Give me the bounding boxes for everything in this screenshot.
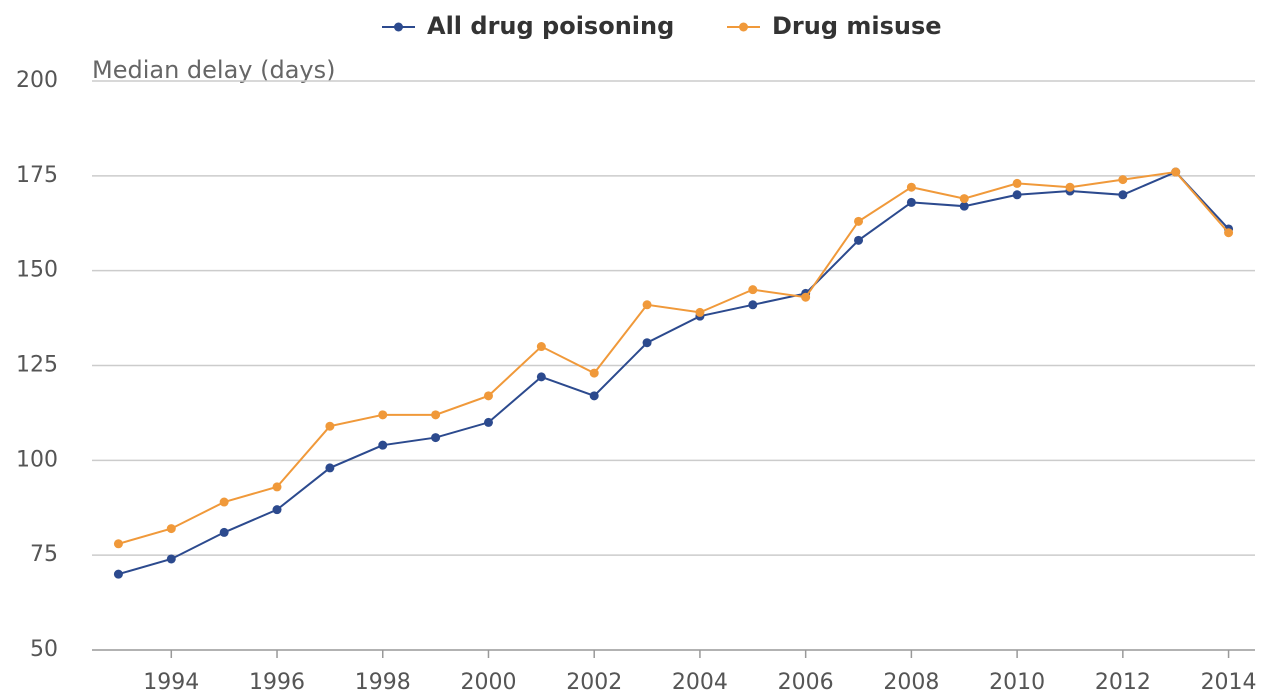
data-point — [1118, 190, 1128, 200]
data-point — [1012, 178, 1022, 188]
y-tick-label: 150 — [16, 258, 58, 283]
legend-label: All drug poisoning — [427, 12, 674, 40]
data-point — [854, 216, 864, 226]
x-tick-label: 2006 — [778, 670, 834, 691]
data-point — [378, 440, 388, 450]
x-tick-label: 1996 — [249, 670, 305, 691]
x-tick-label: 2010 — [989, 670, 1045, 691]
series-line — [118, 170, 1230, 545]
data-point — [906, 182, 916, 192]
data-point — [113, 569, 123, 579]
data-point — [219, 497, 229, 507]
data-point — [536, 372, 546, 382]
data-point — [748, 285, 758, 295]
data-point — [483, 417, 493, 427]
data-point — [959, 201, 969, 211]
y-tick-label: 200 — [16, 68, 58, 93]
x-tick-label: 1994 — [143, 670, 199, 691]
legend-marker — [394, 22, 403, 32]
data-point — [589, 391, 599, 401]
data-point — [166, 524, 176, 534]
data-point — [219, 527, 229, 537]
data-point — [1012, 190, 1022, 200]
legend-marker — [739, 22, 748, 32]
y-axis-label: Median delay (days) — [92, 56, 336, 84]
data-point — [378, 410, 388, 420]
data-point — [589, 368, 599, 378]
data-point — [695, 307, 705, 317]
data-point — [959, 194, 969, 204]
data-point — [801, 292, 811, 302]
data-point — [1171, 167, 1181, 177]
x-tick-label: 2000 — [460, 670, 516, 691]
data-point — [854, 235, 864, 245]
series-line — [118, 170, 1230, 576]
data-point — [325, 421, 335, 431]
data-point — [431, 410, 441, 420]
data-point — [642, 338, 652, 348]
data-point — [536, 342, 546, 352]
data-point — [906, 197, 916, 207]
y-tick-label: 100 — [16, 447, 58, 472]
data-point — [166, 554, 176, 564]
data-point — [325, 463, 335, 473]
legend-label: Drug misuse — [772, 12, 942, 40]
data-point — [272, 505, 282, 515]
data-point — [272, 482, 282, 492]
x-tick-label: 2002 — [566, 670, 622, 691]
x-tick-label: 2008 — [883, 670, 939, 691]
data-point — [1118, 175, 1128, 185]
data-point — [431, 433, 441, 443]
x-tick-label: 1998 — [355, 670, 411, 691]
data-point — [1065, 182, 1075, 192]
y-tick-label: 125 — [16, 353, 58, 378]
x-tick-label: 2012 — [1095, 670, 1151, 691]
data-point — [1224, 228, 1234, 238]
data-point — [642, 300, 652, 310]
x-tick-label: 2004 — [672, 670, 728, 691]
data-point — [748, 300, 758, 310]
y-tick-label: 75 — [30, 542, 58, 567]
x-tick-label: 2014 — [1201, 670, 1257, 691]
y-tick-label: 50 — [30, 637, 58, 662]
y-tick-label: 175 — [16, 163, 58, 188]
data-point — [113, 539, 123, 549]
data-point — [483, 391, 493, 401]
